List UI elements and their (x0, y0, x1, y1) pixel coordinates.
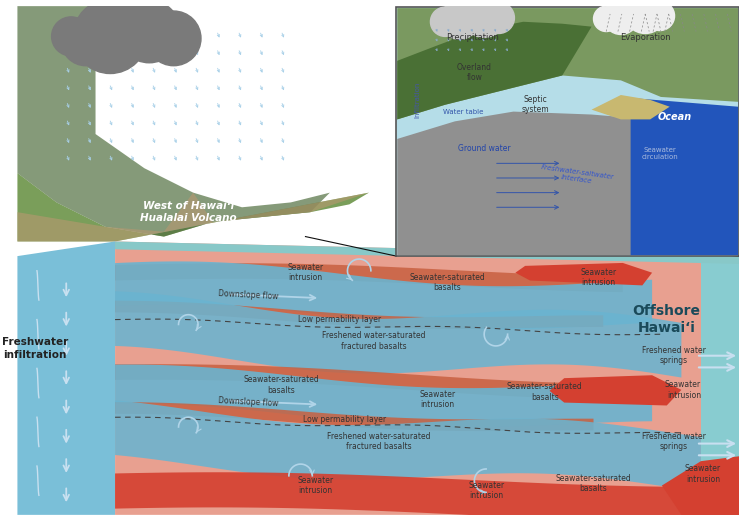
Text: Seawater-saturated
basalts: Seawater-saturated basalts (507, 382, 582, 402)
Text: Freshwater-saltwater
Interface: Freshwater-saltwater Interface (539, 165, 614, 188)
Polygon shape (115, 400, 701, 492)
Polygon shape (115, 364, 603, 400)
Text: West of Hawaiʻi
Hualalai Volcano: West of Hawaiʻi Hualalai Volcano (140, 202, 236, 223)
Text: Freshened water-saturated
fractured basalts: Freshened water-saturated fractured basa… (322, 331, 426, 351)
Polygon shape (115, 241, 739, 264)
Text: Freshened water
springs: Freshened water springs (641, 432, 706, 451)
Circle shape (118, 1, 180, 63)
Polygon shape (115, 301, 603, 329)
Circle shape (440, 1, 480, 40)
Text: Seawater
intrusion: Seawater intrusion (297, 476, 333, 495)
Polygon shape (630, 98, 738, 255)
Polygon shape (550, 375, 681, 405)
Polygon shape (18, 6, 369, 241)
Polygon shape (18, 6, 330, 237)
Circle shape (61, 17, 110, 66)
Circle shape (460, 0, 508, 38)
Polygon shape (398, 8, 738, 119)
Polygon shape (115, 291, 681, 378)
Polygon shape (701, 256, 739, 515)
Polygon shape (591, 95, 670, 119)
Text: Seawater
intrusion: Seawater intrusion (287, 263, 324, 282)
Circle shape (593, 6, 619, 32)
Polygon shape (18, 193, 369, 241)
Polygon shape (115, 402, 593, 431)
FancyBboxPatch shape (396, 7, 739, 256)
Circle shape (645, 1, 675, 31)
Text: Ground water: Ground water (458, 144, 511, 153)
Text: Seawater-saturated
basalts: Seawater-saturated basalts (556, 474, 631, 493)
Text: Seawater-saturated
basalts: Seawater-saturated basalts (409, 273, 485, 292)
Circle shape (483, 2, 514, 33)
Circle shape (624, 0, 667, 33)
Text: Freshwater
infiltration: Freshwater infiltration (2, 337, 68, 361)
Text: Infiltration: Infiltration (415, 82, 420, 118)
Polygon shape (115, 365, 652, 427)
Circle shape (52, 17, 91, 56)
Polygon shape (115, 241, 739, 515)
Circle shape (146, 11, 201, 66)
Text: Seawater-saturated
basalts: Seawater-saturated basalts (243, 375, 319, 395)
Text: Overland
flow: Overland flow (457, 63, 492, 82)
Text: Ocean: Ocean (658, 113, 692, 122)
Circle shape (457, 0, 492, 32)
Text: Seawater
intrusion: Seawater intrusion (580, 268, 616, 287)
Text: Low permability layer: Low permability layer (303, 415, 386, 424)
Circle shape (430, 7, 460, 36)
Text: Downslope flow: Downslope flow (217, 396, 278, 408)
Circle shape (620, 0, 651, 28)
Text: Freshened water-saturated
fractured basalts: Freshened water-saturated fractured basa… (327, 432, 430, 451)
Polygon shape (662, 456, 739, 515)
Polygon shape (115, 262, 652, 329)
Polygon shape (115, 263, 623, 292)
Polygon shape (398, 8, 591, 119)
Text: Seawater
intrusion: Seawater intrusion (419, 390, 455, 410)
Text: Water table: Water table (443, 108, 483, 115)
Circle shape (73, 0, 147, 73)
FancyBboxPatch shape (398, 8, 738, 255)
Text: Low permability layer: Low permability layer (298, 315, 381, 324)
Text: Seawater
intrusion: Seawater intrusion (468, 481, 504, 500)
Text: Seawater
circulation: Seawater circulation (641, 147, 678, 160)
Text: Precipitation: Precipitation (446, 33, 499, 43)
Text: Downslope flow: Downslope flow (217, 289, 278, 301)
Text: Evaporation: Evaporation (620, 33, 670, 43)
Polygon shape (115, 472, 739, 521)
Polygon shape (515, 263, 652, 286)
Text: Offshore
Hawaiʻi: Offshore Hawaiʻi (633, 304, 701, 334)
Polygon shape (18, 241, 115, 515)
Polygon shape (398, 111, 738, 255)
Text: Freshened water
springs: Freshened water springs (641, 346, 706, 365)
Circle shape (603, 0, 638, 34)
Text: Seawater
intrusion: Seawater intrusion (665, 380, 701, 400)
Text: Septic
system: Septic system (521, 95, 549, 115)
Text: Seawater
intrusion: Seawater intrusion (684, 464, 721, 483)
